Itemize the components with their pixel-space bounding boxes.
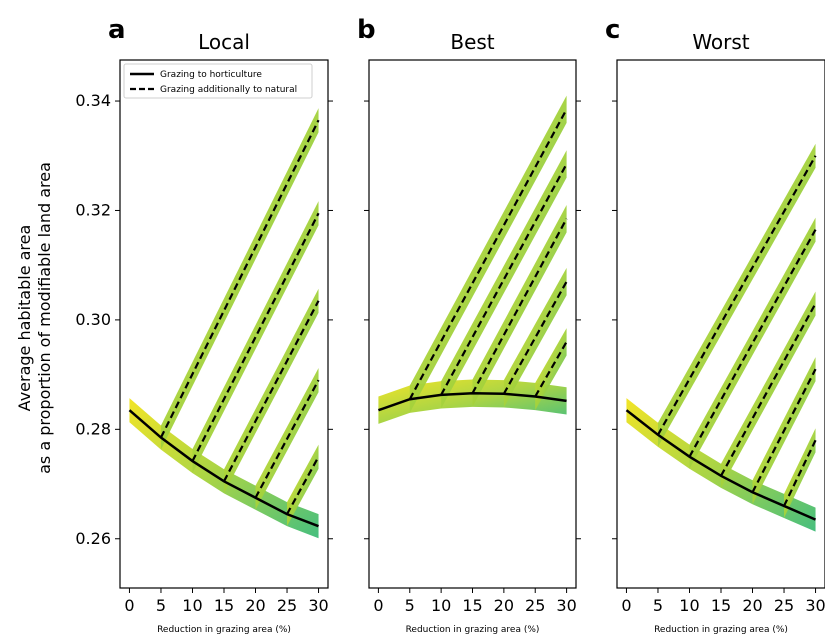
- legend-solid-label: Grazing to horticulture: [160, 70, 262, 80]
- legend-box: [123, 63, 313, 99]
- ytick-label: 0.34: [75, 91, 111, 110]
- natural-band-1: [689, 217, 816, 469]
- xtick-label: 30: [556, 596, 576, 615]
- solid-line: [625, 409, 817, 521]
- natural-band-1: [192, 201, 319, 474]
- natural-band-3: [503, 267, 567, 408]
- xtick-label: 20: [742, 596, 762, 615]
- panel-c: 0 5 10 15 20 25 30 Reduction in grazing area (%…: [605, 15, 825, 635]
- plot-area: [377, 95, 568, 424]
- xtick-label: 10: [679, 596, 699, 615]
- dashed-line-2: [223, 300, 320, 482]
- xtick-label: 15: [214, 596, 234, 615]
- xtick-label: 25: [277, 596, 297, 615]
- ytick-label: 0.28: [75, 419, 111, 438]
- x-axis-label: Reduction in grazing area (%): [157, 625, 291, 635]
- plot-area: [625, 143, 817, 532]
- dashed-line-0: [159, 119, 320, 439]
- dashed-line-0: [657, 155, 817, 436]
- xtick-label: 25: [774, 596, 794, 615]
- horticulture-band: [129, 398, 319, 539]
- natural-band-4: [535, 328, 567, 411]
- natural-band-1: [441, 150, 567, 409]
- xtick-label: 5: [653, 596, 663, 615]
- legend: Grazing to horticulture Grazing additiona…: [123, 63, 313, 99]
- panel-letter: c: [605, 15, 620, 45]
- dashed-line-3: [254, 379, 320, 499]
- panel-letter: a: [108, 15, 126, 45]
- ytick-label: 0.30: [75, 310, 111, 329]
- xtick-label: 15: [711, 596, 731, 615]
- panel-title: Best: [450, 30, 494, 54]
- ytick-label: 0.32: [75, 200, 111, 219]
- xtick-label: 0: [124, 596, 134, 615]
- panel-title: Local: [198, 30, 250, 54]
- xtick-label: 0: [621, 596, 631, 615]
- xtick-label: 15: [462, 596, 482, 615]
- xtick-label: 10: [182, 596, 202, 615]
- xtick-label: 20: [494, 596, 514, 615]
- panel-title: Worst: [692, 30, 749, 54]
- solid-line: [128, 409, 319, 528]
- natural-band-0: [409, 95, 567, 413]
- plot-area: [128, 108, 320, 539]
- dashed-line-1: [191, 212, 320, 462]
- solid-line: [377, 391, 567, 412]
- dashed-line-4: [783, 439, 817, 507]
- xtick-label: 30: [805, 596, 825, 615]
- dashed-line-2: [471, 218, 568, 394]
- y-axis-label-line1: Average habitable area: [15, 225, 34, 412]
- xtick-label: 5: [405, 596, 415, 615]
- dashed-line-3: [751, 368, 817, 493]
- xtick-label: 20: [245, 596, 265, 615]
- xtick-label: 25: [525, 596, 545, 615]
- xtick-label: 30: [308, 596, 328, 615]
- xtick-label: 5: [156, 596, 166, 615]
- y-axis-label-line2: as a proportion of modifiable land area: [35, 162, 54, 474]
- xtick-label: 0: [373, 596, 383, 615]
- legend-dashed-label: Grazing additionally to natural: [160, 85, 297, 95]
- panel-b: 0 5 10 15 20 25 30 Reduction in grazing area (%…: [357, 15, 581, 635]
- natural-band-2: [721, 291, 816, 488]
- natural-band-4: [287, 444, 319, 527]
- ytick-label: 0.26: [75, 529, 111, 548]
- xtick-label: 10: [431, 596, 451, 615]
- x-axis-label: Reduction in grazing area (%): [654, 625, 788, 635]
- x-axis-label: Reduction in grazing area (%): [406, 625, 540, 635]
- panel-a: 0.26 0.28 0.30 0.32 0.34 0 5 10 15 20 25 30 Reductio…: [75, 15, 333, 635]
- panel-letter: b: [357, 15, 376, 45]
